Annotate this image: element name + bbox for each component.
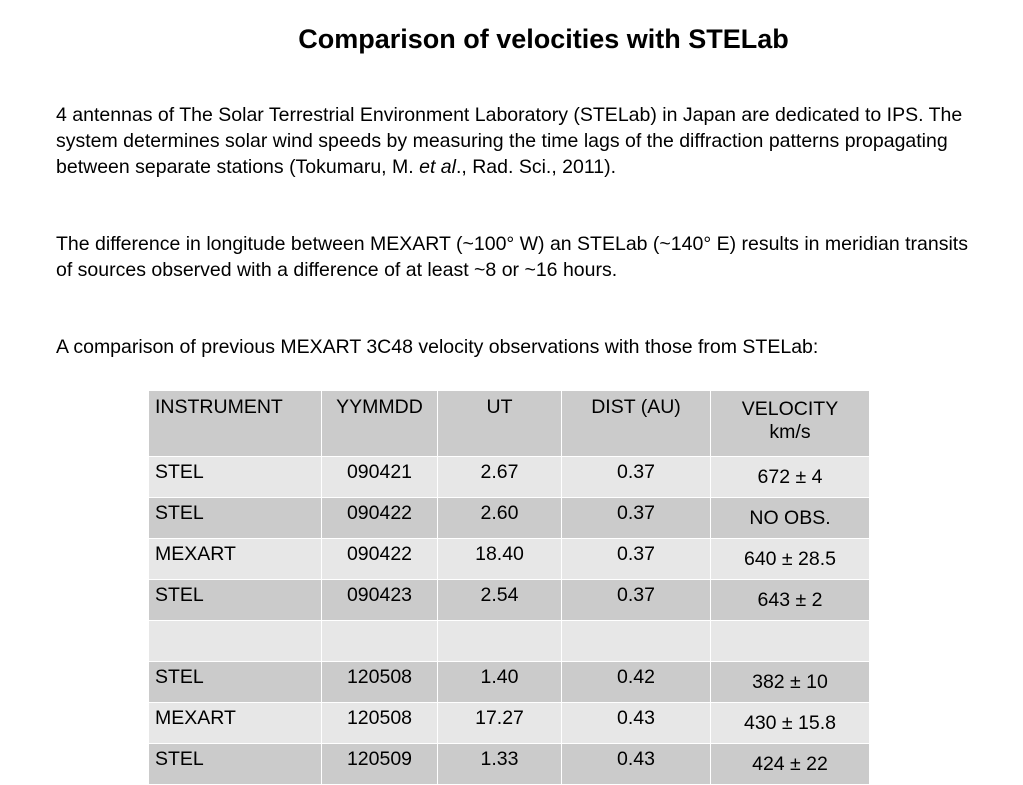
table-row: STEL 120509 1.33 0.43 424 ± 22 bbox=[148, 743, 870, 785]
cell-yymmdd: 090422 bbox=[321, 497, 438, 539]
cell-instrument: STEL bbox=[148, 579, 322, 621]
header-velocity-label: VELOCITY bbox=[741, 398, 839, 420]
header-velocity: VELOCITY km/s bbox=[710, 390, 870, 457]
header-yymmdd: YYMMDD bbox=[321, 390, 438, 457]
cell-yymmdd: 090423 bbox=[321, 579, 438, 621]
velocity-comparison-table: INSTRUMENT YYMMDD UT DIST (AU) VELOCITY k… bbox=[148, 390, 870, 785]
cell-ut: 2.60 bbox=[437, 497, 562, 539]
cell-ut: 2.54 bbox=[437, 579, 562, 621]
cell-ut: 1.40 bbox=[437, 661, 562, 703]
table-header-row: INSTRUMENT YYMMDD UT DIST (AU) VELOCITY k… bbox=[148, 390, 870, 457]
cell-instrument bbox=[148, 620, 322, 662]
cell-velocity: 424 ± 22 bbox=[710, 743, 870, 785]
cell-velocity: 382 ± 10 bbox=[710, 661, 870, 703]
cell-velocity: 643 ± 2 bbox=[710, 579, 870, 621]
cell-instrument: STEL bbox=[148, 743, 322, 785]
cell-instrument: STEL bbox=[148, 661, 322, 703]
table-row: STEL 120508 1.40 0.42 382 ± 10 bbox=[148, 661, 870, 703]
cell-ut: 17.27 bbox=[437, 702, 562, 744]
intro-citation-text: ., Rad. Sci., 2011). bbox=[455, 156, 616, 178]
cell-dist: 0.37 bbox=[561, 538, 711, 580]
cell-instrument: MEXART bbox=[148, 702, 322, 744]
cell-velocity: 672 ± 4 bbox=[710, 456, 870, 498]
cell-yymmdd: 090421 bbox=[321, 456, 438, 498]
cell-instrument: STEL bbox=[148, 497, 322, 539]
longitude-paragraph: The difference in longitude between MEXA… bbox=[56, 233, 968, 281]
cell-dist: 0.37 bbox=[561, 497, 711, 539]
intro-italic-text: et al bbox=[419, 156, 456, 178]
cell-ut: 18.40 bbox=[437, 538, 562, 580]
header-instrument: INSTRUMENT bbox=[148, 390, 322, 457]
table-row: MEXART 090422 18.40 0.37 640 ± 28.5 bbox=[148, 538, 870, 580]
header-dist: DIST (AU) bbox=[561, 390, 711, 457]
cell-dist: 0.37 bbox=[561, 456, 711, 498]
cell-ut: 2.67 bbox=[437, 456, 562, 498]
cell-instrument: MEXART bbox=[148, 538, 322, 580]
cell-instrument: STEL bbox=[148, 456, 322, 498]
cell-velocity: 640 ± 28.5 bbox=[710, 538, 870, 580]
cell-dist: 0.37 bbox=[561, 579, 711, 621]
cell-yymmdd: 090422 bbox=[321, 538, 438, 580]
cell-dist: 0.42 bbox=[561, 661, 711, 703]
cell-yymmdd bbox=[321, 620, 438, 662]
comparison-intro-paragraph: A comparison of previous MEXART 3C48 vel… bbox=[56, 336, 819, 358]
cell-ut bbox=[437, 620, 562, 662]
intro-paragraph: 4 antennas of The Solar Terrestrial Envi… bbox=[56, 102, 976, 180]
table-row: STEL 090421 2.67 0.37 672 ± 4 bbox=[148, 456, 870, 498]
table-row-empty bbox=[148, 620, 870, 662]
cell-ut: 1.33 bbox=[437, 743, 562, 785]
cell-velocity bbox=[710, 620, 870, 662]
page-title: Comparison of velocities with STELab bbox=[298, 24, 789, 54]
cell-dist bbox=[561, 620, 711, 662]
header-velocity-unit: km/s bbox=[769, 421, 811, 443]
cell-yymmdd: 120508 bbox=[321, 661, 438, 703]
cell-dist: 0.43 bbox=[561, 702, 711, 744]
cell-yymmdd: 120509 bbox=[321, 743, 438, 785]
table-row: STEL 090422 2.60 0.37 NO OBS. bbox=[148, 497, 870, 539]
cell-velocity: 430 ± 15.8 bbox=[710, 702, 870, 744]
intro-text: 4 antennas of The Solar Terrestrial Envi… bbox=[56, 104, 963, 178]
cell-dist: 0.43 bbox=[561, 743, 711, 785]
cell-yymmdd: 120508 bbox=[321, 702, 438, 744]
table-row: MEXART 120508 17.27 0.43 430 ± 15.8 bbox=[148, 702, 870, 744]
table-row: STEL 090423 2.54 0.37 643 ± 2 bbox=[148, 579, 870, 621]
cell-velocity: NO OBS. bbox=[710, 497, 870, 539]
header-ut: UT bbox=[437, 390, 562, 457]
